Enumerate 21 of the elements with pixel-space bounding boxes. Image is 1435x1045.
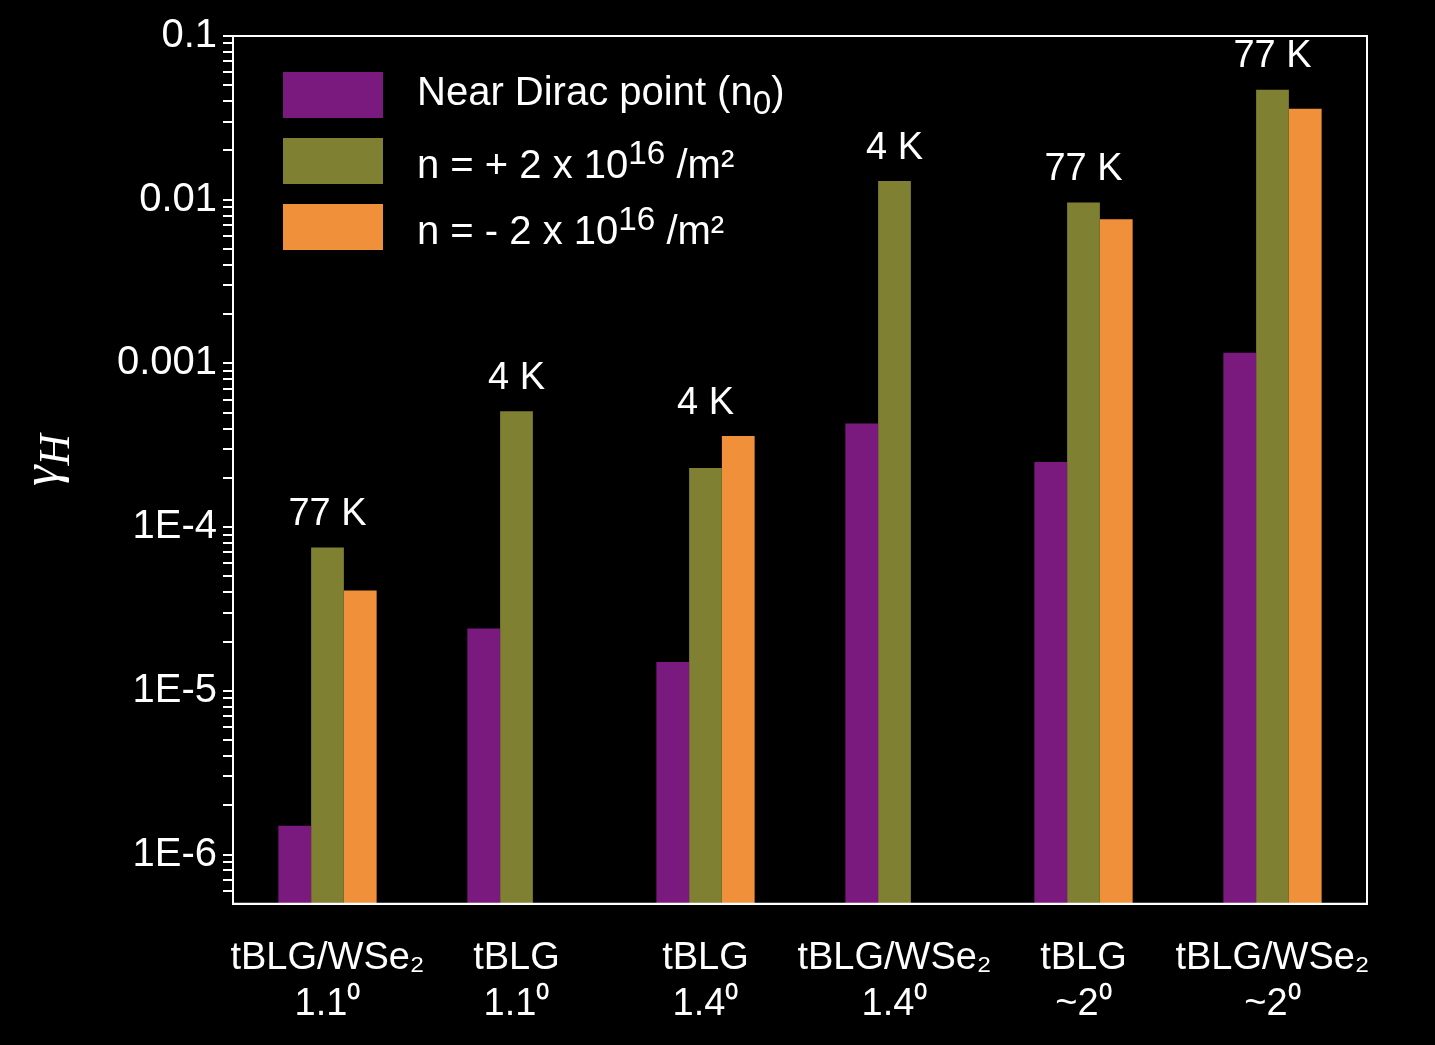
- x-tick-label: tBLG ~2⁰: [1040, 935, 1127, 1023]
- legend-label: n = + 2 x 10$^{16}$ /m²: [417, 134, 735, 188]
- annotation: 77 K: [1233, 33, 1312, 76]
- y-tick-label: 0.001: [116, 338, 217, 383]
- x-tick-label: tBLG/WSe₂ ~2⁰: [1175, 935, 1370, 1023]
- legend-label: Near Dirac point (n$_{0}$): [417, 68, 785, 122]
- y-tick-label: 0.1: [161, 11, 217, 56]
- y-tick-label: 1E-6: [132, 829, 217, 874]
- annotation: 77 K: [288, 491, 367, 534]
- x-tick-label: tBLG 1.1⁰: [473, 935, 560, 1023]
- x-tick-label: tBLG 1.4⁰: [662, 935, 749, 1023]
- x-tick-label: tBLG/WSe₂ 1.4⁰: [797, 935, 992, 1023]
- y-tick-label: 1E-4: [132, 502, 217, 547]
- annotation: 77 K: [1044, 146, 1123, 189]
- annotation: 4 K: [865, 124, 924, 167]
- annotation: 4 K: [676, 379, 735, 422]
- y-tick-label: 0.01: [139, 174, 217, 219]
- annotation: 4 K: [487, 354, 546, 397]
- y-tick-label: 1E-5: [132, 665, 217, 710]
- x-tick-label: tBLG/WSe₂ 1.1⁰: [230, 935, 425, 1023]
- legend-label: n = - 2 x 10$^{16}$ /m²: [417, 200, 725, 254]
